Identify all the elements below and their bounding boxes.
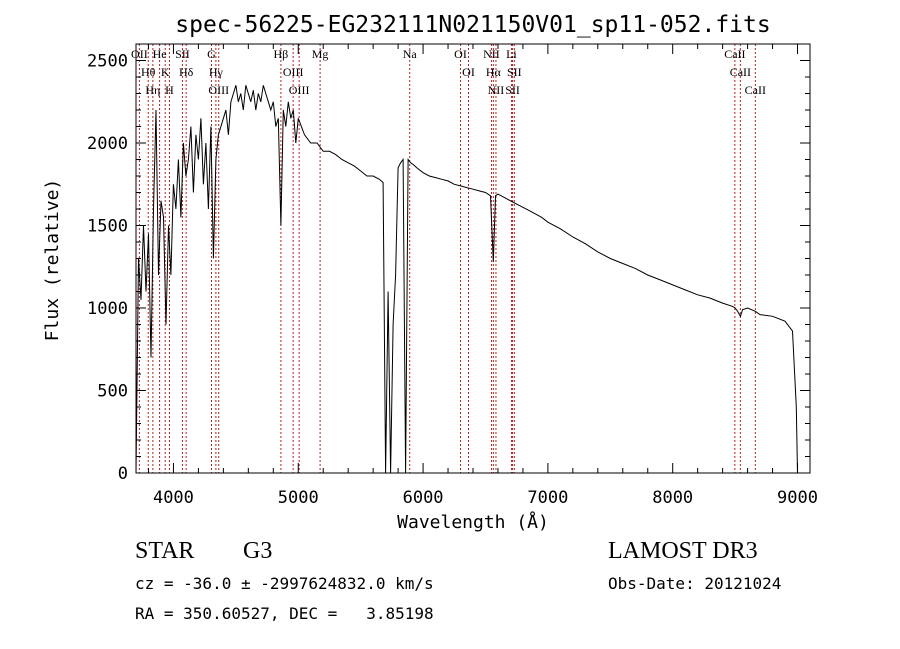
line-label: CaII [730, 65, 751, 79]
y-axis: 0 500 1000 1500 2000 2500 [87, 52, 810, 484]
x-tick-label: 7000 [527, 488, 568, 508]
coordinates-line: RA = 350.60527, DEC = 3.85198 [135, 604, 434, 623]
line-label: K [161, 65, 170, 79]
line-label: Mg [312, 47, 329, 61]
object-class: STAR [135, 538, 195, 564]
line-label: OI [454, 47, 467, 61]
line-label: OI [462, 65, 475, 79]
spectrum-line [135, 85, 798, 474]
line-label: Hα [486, 65, 502, 79]
x-tick-label: 4000 [153, 488, 194, 508]
line-label: Hδ [179, 65, 194, 79]
emission-line-labels: OII Hθ Hη He KH SII Hδ G Hγ OIII Hβ OIII OIII Mg Na OI O… [131, 47, 766, 97]
y-tick-label: 0 [118, 464, 128, 484]
line-label: CaII [724, 47, 745, 61]
emission-line-markers [138, 44, 756, 473]
x-tick-label: 8000 [652, 488, 693, 508]
line-label: Li [506, 47, 517, 61]
y-tick-label: 500 [97, 382, 128, 402]
observation-date: Obs-Date: 20121024 [608, 574, 782, 593]
plot-frame [135, 43, 811, 474]
line-label: Na [403, 47, 418, 61]
line-label: CaII [745, 83, 766, 97]
line-label: OII [131, 47, 148, 61]
x-tick-label: 9000 [777, 488, 818, 508]
line-label: Hβ [274, 47, 289, 61]
chart-title: spec-56225-EG232111N021150V01_sp11-052.f… [175, 12, 770, 38]
redshift-line: cz = -36.0 ± -2997624832.0 km/s [135, 574, 434, 593]
y-tick-label: 1500 [87, 217, 128, 237]
x-axis-label: Wavelength (Å) [397, 511, 549, 533]
x-tick-label: 6000 [403, 488, 444, 508]
y-tick-label: 2500 [87, 52, 128, 72]
x-tick-label: 5000 [278, 488, 319, 508]
line-label: He [153, 47, 167, 61]
line-label: OIII [208, 83, 229, 97]
line-label: Hη [145, 83, 160, 97]
line-label: SII [175, 47, 190, 61]
y-axis-label: Flux (relative) [42, 179, 63, 342]
y-tick-label: 2000 [87, 134, 128, 154]
line-label: SII [507, 65, 522, 79]
y-tick-label: 1000 [87, 299, 128, 319]
spectrum-chart: spec-56225-EG232111N021150V01_sp11-052.f… [42, 12, 818, 533]
line-label: SII [505, 83, 520, 97]
line-label: OIII [283, 65, 304, 79]
object-subclass: G3 [243, 538, 273, 564]
line-label: NII [488, 83, 505, 97]
line-label: Hγ [209, 65, 224, 79]
line-label: NII [483, 47, 500, 61]
line-label: G [207, 47, 216, 61]
x-axis: 4000 5000 6000 7000 8000 9000 [147, 44, 818, 508]
line-label: H [165, 83, 174, 97]
survey-name: LAMOST DR3 [608, 538, 758, 564]
line-label: OIII [289, 83, 310, 97]
line-label: Hθ [141, 65, 156, 79]
